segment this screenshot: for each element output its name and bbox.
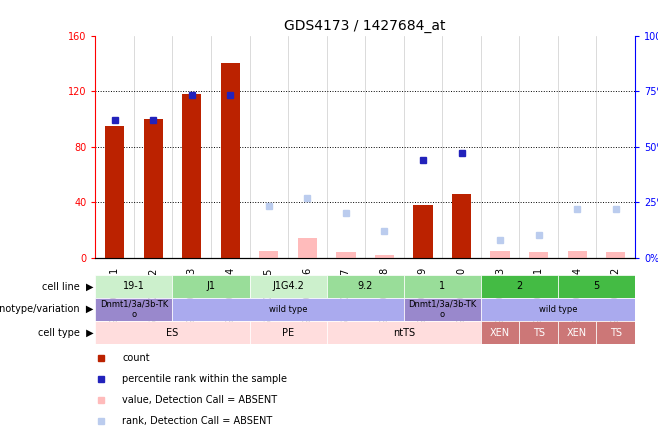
Text: wild type: wild type (269, 305, 307, 314)
Text: PE: PE (282, 328, 294, 337)
Text: Dnmt1/3a/3b-TK
o: Dnmt1/3a/3b-TK o (408, 300, 476, 319)
Text: value, Detection Call = ABSENT: value, Detection Call = ABSENT (122, 396, 278, 405)
Text: count: count (122, 353, 150, 364)
Bar (375, 255, 394, 258)
Bar (558, 321, 596, 344)
Text: 1: 1 (439, 281, 445, 291)
Text: TS: TS (610, 328, 622, 337)
Bar (95, 275, 172, 298)
Text: TS: TS (532, 328, 545, 337)
Text: 19-1: 19-1 (123, 281, 145, 291)
Text: J1G4.2: J1G4.2 (272, 281, 304, 291)
Bar (596, 321, 635, 344)
Bar (259, 250, 278, 258)
Bar (182, 94, 201, 258)
Bar (326, 321, 481, 344)
Text: XEN: XEN (490, 328, 510, 337)
Text: cell line  ▶: cell line ▶ (42, 281, 93, 291)
Text: ntTS: ntTS (393, 328, 415, 337)
Bar (558, 275, 635, 298)
Bar (481, 275, 558, 298)
Bar (490, 250, 510, 258)
Text: cell type  ▶: cell type ▶ (38, 328, 93, 337)
Bar (220, 63, 240, 258)
Bar (172, 298, 404, 321)
Bar (567, 250, 587, 258)
Bar (105, 126, 124, 258)
Bar (529, 252, 548, 258)
Bar (95, 298, 172, 321)
Text: J1: J1 (207, 281, 216, 291)
Bar (326, 275, 404, 298)
Bar (249, 321, 326, 344)
Bar (336, 252, 355, 258)
Text: 9.2: 9.2 (357, 281, 373, 291)
Text: XEN: XEN (567, 328, 587, 337)
Text: ES: ES (166, 328, 178, 337)
Bar (404, 298, 481, 321)
Bar (481, 321, 519, 344)
Text: genotype/variation  ▶: genotype/variation ▶ (0, 305, 93, 314)
Text: Dnmt1/3a/3b-TK
o: Dnmt1/3a/3b-TK o (100, 300, 168, 319)
Bar (452, 194, 471, 258)
Bar (172, 275, 249, 298)
Bar (249, 275, 326, 298)
Title: GDS4173 / 1427684_at: GDS4173 / 1427684_at (284, 19, 446, 33)
Bar (519, 321, 558, 344)
Text: 2: 2 (517, 281, 522, 291)
Text: wild type: wild type (539, 305, 577, 314)
Bar (95, 321, 249, 344)
Bar (606, 252, 625, 258)
Text: 5: 5 (594, 281, 599, 291)
Bar (413, 205, 433, 258)
Bar (297, 238, 317, 258)
Bar (143, 119, 163, 258)
Text: percentile rank within the sample: percentile rank within the sample (122, 374, 288, 385)
Bar (404, 275, 481, 298)
Bar (481, 298, 635, 321)
Text: rank, Detection Call = ABSENT: rank, Detection Call = ABSENT (122, 416, 272, 426)
